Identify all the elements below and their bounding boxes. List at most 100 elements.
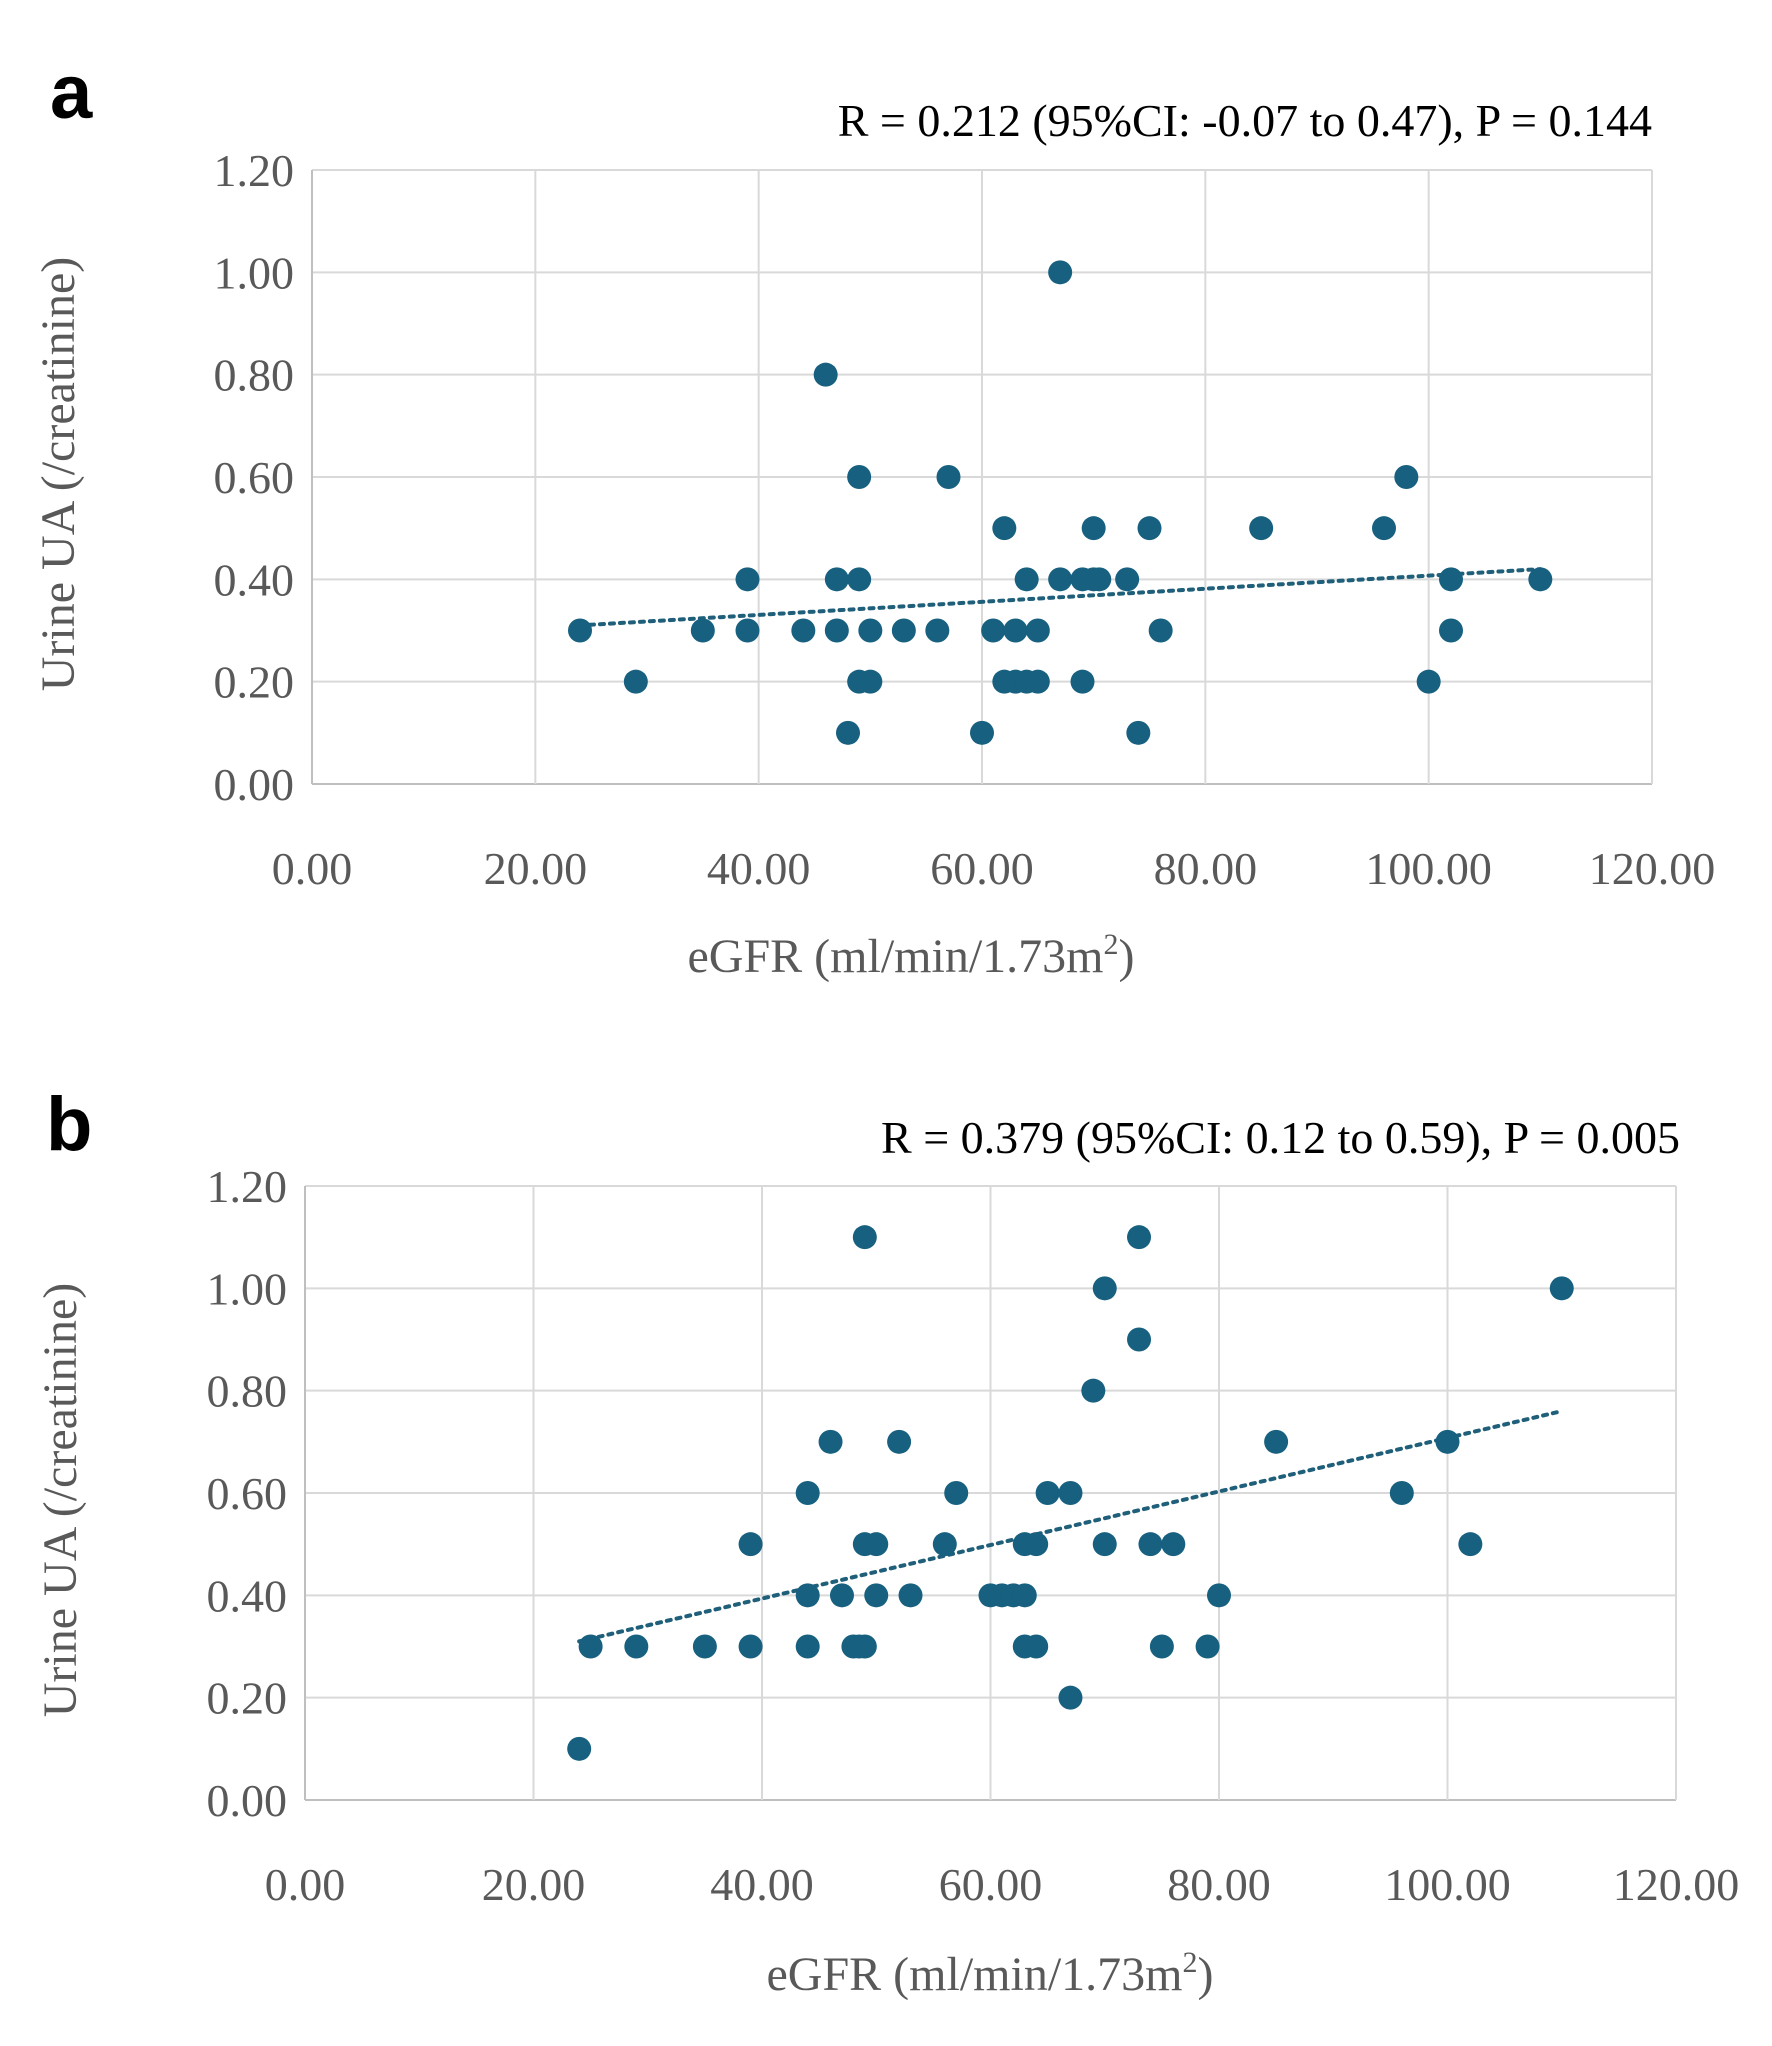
x-tick-label: 0.00 [265, 1859, 346, 1910]
panel-b-tick-labels: 0.00 0.20 0.40 0.60 0.80 1.00 1.20 0.00 20.00 40.… [207, 1161, 1740, 1910]
data-point [567, 1736, 592, 1761]
data-point [738, 1532, 763, 1557]
data-point [1127, 1327, 1152, 1352]
data-point [795, 1481, 820, 1505]
data-point [1394, 465, 1419, 489]
data-point [858, 669, 883, 694]
y-tick-label: 0.20 [207, 1673, 288, 1724]
data-point [1048, 260, 1073, 285]
data-point [1161, 1532, 1186, 1557]
data-point [992, 516, 1017, 541]
x-tick-label: 20.00 [484, 843, 588, 894]
panel-b-points [567, 1225, 1574, 1761]
y-tick-label: 0.80 [207, 1366, 288, 1417]
data-point [1528, 567, 1553, 592]
data-point [824, 618, 849, 643]
y-tick-label: 0.20 [214, 657, 295, 708]
trend-line [577, 1409, 1564, 1644]
data-point [1115, 567, 1140, 592]
data-point [738, 1634, 763, 1659]
panel-a-x-axis-title: eGFR (ml/min/1.73m2) [688, 928, 1135, 983]
data-point [836, 720, 860, 745]
data-point [936, 465, 961, 489]
data-point [1127, 1225, 1152, 1250]
y-tick-label: 1.00 [207, 1263, 288, 1314]
data-point [1058, 1685, 1083, 1710]
data-point [1372, 516, 1396, 541]
data-point [795, 1634, 820, 1659]
x-tick-label: 60.00 [930, 843, 1034, 894]
data-point [1549, 1276, 1574, 1301]
panel-a: a R = 0.212 (95%CI: -0.07 to 0.47), P = … [32, 50, 1715, 983]
panel-a-tick-labels: 0.00 0.20 0.40 0.60 0.80 1.00 1.20 0.00 20.00 40.… [214, 145, 1716, 894]
data-point [568, 618, 592, 643]
panel-a-trend [578, 567, 1543, 628]
data-point [1087, 567, 1112, 592]
data-point [692, 1634, 717, 1659]
x-tick-label: 120.00 [1589, 843, 1716, 894]
panel-b-trend [577, 1409, 1564, 1644]
data-point [1025, 669, 1050, 694]
data-point [891, 618, 916, 643]
y-tick-label: 1.20 [214, 145, 295, 196]
data-point [1024, 1634, 1049, 1659]
x-tick-label: 20.00 [482, 1859, 586, 1910]
panel-b-y-axis-title: Urine UA (/creatinine) [34, 1283, 87, 1717]
data-point [1058, 1481, 1083, 1505]
x-tick-label: 0.00 [272, 843, 353, 894]
data-point [1025, 618, 1050, 643]
data-point [824, 567, 849, 592]
panel-b: b R = 0.379 (95%CI: 0.12 to 0.59), P = 0… [34, 1082, 1739, 2001]
data-point [735, 567, 760, 592]
data-point [864, 1583, 889, 1608]
data-point [1195, 1634, 1220, 1659]
panel-letter-b: b [46, 1082, 92, 1167]
data-point [898, 1583, 923, 1608]
x-tick-label: 120.00 [1613, 1859, 1740, 1910]
data-point [1092, 1532, 1117, 1557]
data-point [932, 1532, 957, 1557]
data-point [1207, 1583, 1231, 1608]
panel-a-grid [311, 169, 1653, 785]
data-point [858, 618, 883, 643]
y-tick-label: 1.00 [214, 247, 295, 298]
y-tick-label: 0.60 [207, 1468, 288, 1519]
panel-b-grid [304, 1185, 1677, 1801]
y-tick-label: 1.20 [207, 1161, 288, 1212]
panel-a-stat-text: R = 0.212 (95%CI: -0.07 to 0.47), P = 0.… [838, 95, 1652, 146]
data-point [1081, 516, 1106, 541]
x-tick-label: 100.00 [1384, 1859, 1511, 1910]
data-point [970, 720, 994, 745]
y-tick-label: 0.00 [214, 759, 295, 810]
data-point [795, 1583, 820, 1608]
data-point [847, 567, 872, 592]
data-point [1137, 516, 1162, 541]
data-point [1439, 618, 1463, 643]
data-point [847, 465, 872, 489]
panel-a-y-axis-title: Urine UA (/creatinine) [32, 257, 85, 691]
data-point [1249, 516, 1274, 541]
data-point [818, 1429, 843, 1454]
data-point [813, 362, 838, 387]
x-tick-label: 100.00 [1365, 843, 1492, 894]
data-point [981, 618, 1006, 643]
x-tick-label: 80.00 [1167, 1859, 1271, 1910]
data-point [791, 618, 816, 643]
data-point [1389, 1481, 1414, 1505]
data-point [1264, 1429, 1289, 1454]
data-point [1012, 1583, 1037, 1608]
data-point [1070, 669, 1095, 694]
data-point [1035, 1481, 1060, 1505]
data-point [1092, 1276, 1117, 1301]
panel-b-stat-text: R = 0.379 (95%CI: 0.12 to 0.59), P = 0.0… [881, 1112, 1680, 1163]
y-tick-label: 0.00 [207, 1775, 288, 1826]
data-point [1149, 1634, 1174, 1659]
x-tick-label: 40.00 [707, 843, 811, 894]
data-point [944, 1481, 969, 1505]
data-point [1458, 1532, 1483, 1557]
data-point [847, 1634, 872, 1659]
y-tick-label: 0.40 [214, 554, 295, 605]
panel-b-x-axis-title: eGFR (ml/min/1.73m2) [767, 1946, 1214, 2001]
x-tick-label: 80.00 [1154, 843, 1258, 894]
y-tick-label: 0.40 [207, 1570, 288, 1621]
